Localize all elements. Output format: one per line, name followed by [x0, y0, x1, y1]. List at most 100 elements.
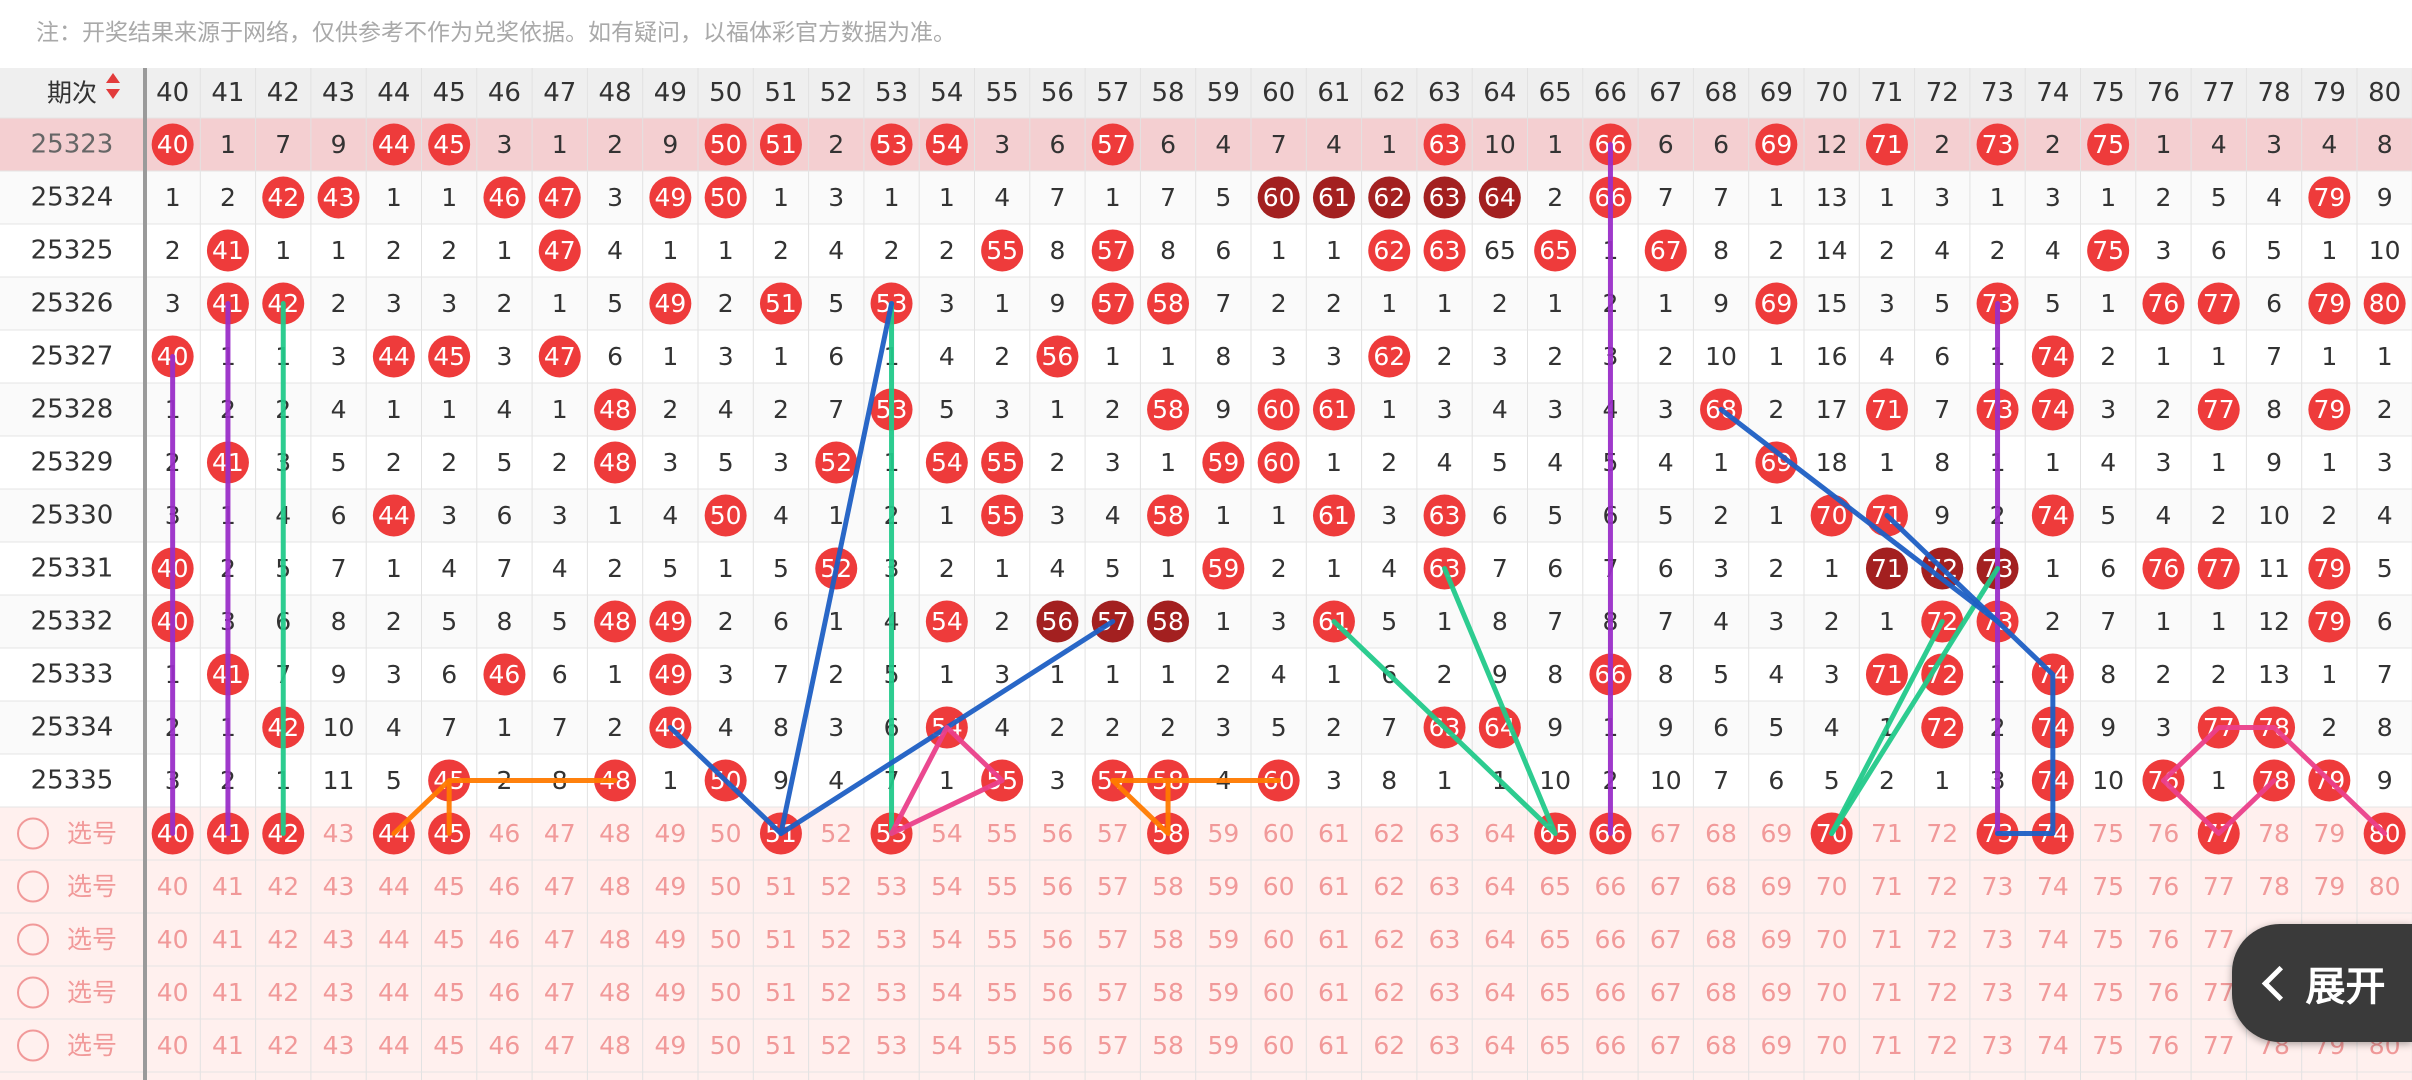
- pick-number[interactable]: 41: [212, 978, 244, 1007]
- pick-number[interactable]: 42: [267, 1031, 299, 1060]
- pick-number[interactable]: 40: [157, 1031, 189, 1060]
- pick-number[interactable]: 43: [323, 872, 355, 901]
- pick-number[interactable]: 67: [1650, 872, 1682, 901]
- select-radio[interactable]: [17, 870, 49, 903]
- pick-number[interactable]: 61: [1318, 819, 1350, 848]
- pick-number[interactable]: 51: [765, 872, 797, 901]
- pick-number[interactable]: 40: [157, 872, 189, 901]
- pick-number[interactable]: 57: [1097, 1031, 1129, 1060]
- pick-number[interactable]: 60: [1263, 1031, 1295, 1060]
- pick-number[interactable]: 44: [378, 978, 410, 1007]
- pick-number[interactable]: 47: [544, 872, 576, 901]
- pick-number[interactable]: 72: [1926, 1031, 1958, 1060]
- pick-number[interactable]: 67: [1650, 925, 1682, 954]
- pick-number[interactable]: 48: [599, 925, 631, 954]
- pick-number[interactable]: 67: [1650, 1031, 1682, 1060]
- pick-number[interactable]: 63: [1429, 819, 1461, 848]
- pick-number[interactable]: 52: [820, 925, 852, 954]
- pick-number[interactable]: 63: [1429, 872, 1461, 901]
- pick-number[interactable]: 67: [1650, 978, 1682, 1007]
- pick-number[interactable]: 74: [2037, 925, 2069, 954]
- pick-number[interactable]: 45: [433, 872, 465, 901]
- pick-number[interactable]: 64: [1484, 872, 1516, 901]
- pick-number[interactable]: 66: [1595, 925, 1627, 954]
- pick-number[interactable]: 56: [1042, 872, 1074, 901]
- pick-number[interactable]: 71: [1871, 925, 1903, 954]
- pick-number[interactable]: 48: [599, 978, 631, 1007]
- pick-number[interactable]: 62: [1373, 819, 1405, 848]
- pick-number[interactable]: 78: [2258, 872, 2290, 901]
- pick-number[interactable]: 66: [1595, 872, 1627, 901]
- select-radio[interactable]: [17, 976, 49, 1009]
- pick-number[interactable]: 42: [267, 978, 299, 1007]
- pick-number[interactable]: 55: [986, 978, 1018, 1007]
- pick-number[interactable]: 46: [489, 1031, 521, 1060]
- pick-number[interactable]: 55: [986, 1031, 1018, 1060]
- pick-number[interactable]: 70: [1816, 978, 1848, 1007]
- pick-number[interactable]: 45: [433, 925, 465, 954]
- pick-number[interactable]: 75: [2092, 819, 2124, 848]
- pick-number[interactable]: 61: [1318, 925, 1350, 954]
- pick-number[interactable]: 72: [1926, 872, 1958, 901]
- pick-number[interactable]: 56: [1042, 978, 1074, 1007]
- pick-number[interactable]: 72: [1926, 978, 1958, 1007]
- pick-number[interactable]: 62: [1373, 1031, 1405, 1060]
- pick-number[interactable]: 64: [1484, 819, 1516, 848]
- pick-number[interactable]: 61: [1318, 872, 1350, 901]
- pick-number[interactable]: 69: [1760, 978, 1792, 1007]
- pick-number[interactable]: 50: [710, 925, 742, 954]
- pick-number[interactable]: 52: [820, 1031, 852, 1060]
- pick-number[interactable]: 49: [654, 925, 686, 954]
- pick-number[interactable]: 76: [2148, 925, 2180, 954]
- pick-number[interactable]: 69: [1760, 872, 1792, 901]
- pick-number[interactable]: 57: [1097, 872, 1129, 901]
- pick-number[interactable]: 60: [1263, 872, 1295, 901]
- pick-number[interactable]: 53: [876, 978, 908, 1007]
- pick-number[interactable]: 68: [1705, 925, 1737, 954]
- pick-number[interactable]: 49: [654, 1031, 686, 1060]
- pick-number[interactable]: 51: [765, 1031, 797, 1060]
- pick-number[interactable]: 49: [654, 872, 686, 901]
- pick-number[interactable]: 62: [1373, 872, 1405, 901]
- pick-number[interactable]: 61: [1318, 978, 1350, 1007]
- pick-number[interactable]: 53: [876, 1031, 908, 1060]
- pick-number[interactable]: 76: [2148, 1031, 2180, 1060]
- pick-number[interactable]: 76: [2148, 978, 2180, 1007]
- pick-number[interactable]: 50: [710, 872, 742, 901]
- pick-number[interactable]: 75: [2092, 978, 2124, 1007]
- pick-number[interactable]: 43: [323, 1031, 355, 1060]
- pick-number[interactable]: 48: [599, 872, 631, 901]
- pick-number[interactable]: 49: [654, 978, 686, 1007]
- pick-number[interactable]: 57: [1097, 925, 1129, 954]
- pick-number[interactable]: 69: [1760, 925, 1792, 954]
- pick-number[interactable]: 57: [1097, 819, 1129, 848]
- pick-number[interactable]: 59: [1207, 925, 1239, 954]
- pick-number[interactable]: 75: [2092, 872, 2124, 901]
- pick-number[interactable]: 59: [1207, 1031, 1239, 1060]
- pick-number[interactable]: 66: [1595, 1031, 1627, 1060]
- pick-number[interactable]: 65: [1539, 872, 1571, 901]
- pick-number[interactable]: 68: [1705, 819, 1737, 848]
- pick-number[interactable]: 77: [2203, 872, 2235, 901]
- pick-number[interactable]: 43: [323, 925, 355, 954]
- sort-down-icon[interactable]: [106, 89, 120, 99]
- pick-number[interactable]: 55: [986, 819, 1018, 848]
- pick-number[interactable]: 74: [2037, 978, 2069, 1007]
- select-radio[interactable]: [17, 923, 49, 956]
- pick-number[interactable]: 44: [378, 925, 410, 954]
- pick-number[interactable]: 77: [2203, 925, 2235, 954]
- pick-number[interactable]: 65: [1539, 1031, 1571, 1060]
- pick-number[interactable]: 77: [2203, 1031, 2235, 1060]
- pick-number[interactable]: 58: [1152, 872, 1184, 901]
- pick-number[interactable]: 54: [931, 925, 963, 954]
- pick-number[interactable]: 55: [986, 872, 1018, 901]
- pick-number[interactable]: 55: [986, 925, 1018, 954]
- pick-number[interactable]: 73: [1982, 978, 2014, 1007]
- pick-number[interactable]: 56: [1042, 925, 1074, 954]
- pick-number[interactable]: 45: [433, 1031, 465, 1060]
- pick-number[interactable]: 40: [157, 978, 189, 1007]
- pick-number[interactable]: 49: [654, 819, 686, 848]
- pick-number[interactable]: 46: [489, 872, 521, 901]
- pick-number[interactable]: 59: [1207, 819, 1239, 848]
- pick-number[interactable]: 46: [489, 819, 521, 848]
